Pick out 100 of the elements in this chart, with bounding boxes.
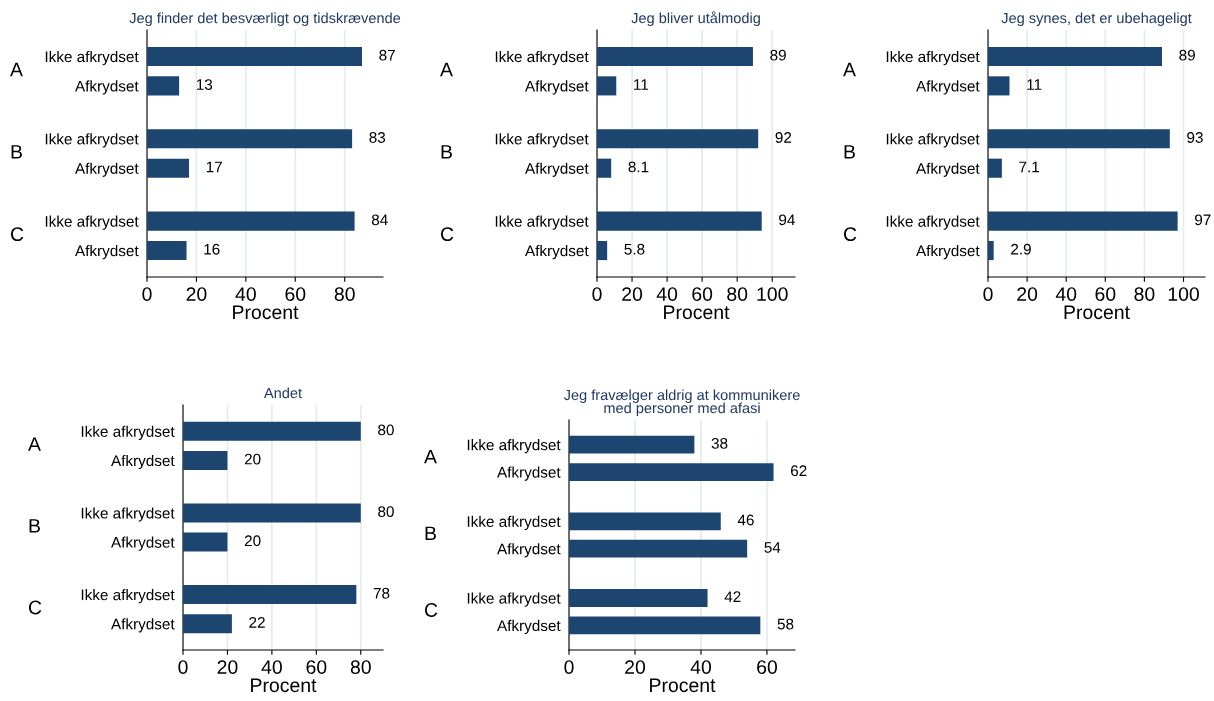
y-tick-label: Ikke afkrydset (467, 592, 561, 607)
data-label: 80 (378, 506, 394, 518)
x-axis-title: Procent (1064, 305, 1130, 320)
text: A (28, 437, 41, 451)
y-tick-label: Afkrydset (75, 80, 139, 95)
data-label: 22 (249, 617, 265, 628)
x-tick-label: 0 (983, 287, 993, 301)
data-label: 92 (775, 132, 792, 143)
data-label: 80 (378, 424, 394, 436)
x-tick-label: 40 (261, 660, 282, 674)
data-label: 97 (1195, 214, 1211, 226)
x-tick-label: 80 (334, 287, 355, 301)
x-axis-title: Procent (233, 305, 299, 320)
y-tick-label: Afkrydset (525, 245, 589, 260)
y-tick-label: Afkrydset (916, 245, 980, 260)
x-tick-label: 40 (1055, 287, 1077, 301)
text: A (440, 62, 453, 77)
y-tick-label: Afkrydset (916, 80, 980, 95)
y-tick-label: Ikke afkrydset (886, 133, 980, 148)
x-axis-title: Procent (251, 678, 317, 693)
y-tick-label: Ikke afkrydset (45, 50, 139, 66)
y-tick-label: Afkrydset (497, 466, 561, 481)
text: A (10, 62, 23, 77)
y-tick-label: Ikke afkrydset (886, 50, 980, 66)
y-tick-label: Afkrydset (497, 619, 561, 635)
data-label: 46 (737, 514, 754, 526)
x-tick-label: 40 (235, 287, 256, 301)
data-label: 5.8 (624, 243, 645, 255)
data-label: 13 (196, 79, 213, 90)
y-tick-label: Ikke afkrydset (81, 425, 175, 440)
text: B (441, 145, 452, 159)
x-tick-label: 60 (1095, 287, 1116, 301)
data-label: 78 (373, 587, 390, 599)
y-tick-label: Afkrydset (111, 536, 175, 551)
chart-title: Jeg fravælger aldrig at kommunikere med personer med afasi (563, 389, 800, 417)
y-tick-label: Afkrydset (916, 162, 980, 177)
data-label: 94 (779, 214, 795, 226)
y-tick-label: Afkrydset (75, 162, 139, 177)
chart-title: Andet (263, 387, 302, 399)
x-tick-label: 20 (1017, 287, 1038, 301)
y-tick-label: Ikke afkrydset (81, 507, 175, 522)
data-label: 2.9 (1011, 243, 1031, 255)
x-tick-label: 0 (142, 287, 152, 301)
x-tick-label: 20 (625, 660, 646, 674)
x-tick-label: 20 (217, 660, 238, 674)
y-tick-label: Ikke afkrydset (45, 215, 139, 230)
x-axis-title: Procent (650, 678, 716, 693)
chart-title: Jeg synes, det er ubehageligt (1001, 12, 1192, 27)
y-tick-label: Ikke afkrydset (495, 133, 589, 148)
text: A (843, 62, 856, 77)
text: B (844, 145, 855, 159)
data-label: 8.1 (628, 161, 649, 173)
data-label: 62 (791, 465, 807, 477)
x-tick-label: 60 (757, 660, 778, 674)
x-tick-label: 20 (622, 287, 643, 301)
text: B (29, 519, 40, 533)
text: A (424, 449, 437, 464)
y-tick-label: Afkrydset (111, 618, 175, 633)
data-label: 83 (369, 132, 386, 143)
text: C (10, 227, 24, 242)
data-label: 58 (777, 618, 794, 630)
y-tick-label: Ikke afkrydset (467, 515, 561, 531)
y-tick-label: Afkrydset (525, 162, 589, 177)
y-tick-label: Ikke afkrydset (495, 50, 589, 66)
data-label: 93 (1187, 132, 1203, 143)
data-label: 7.1 (1019, 161, 1040, 173)
x-tick-label: 80 (350, 660, 371, 674)
y-tick-label: Afkrydset (525, 80, 589, 95)
text: C (424, 603, 438, 617)
x-tick-label: 80 (1134, 287, 1155, 301)
data-label: 11 (1027, 79, 1042, 90)
text: B (425, 526, 436, 541)
text: B (11, 145, 22, 159)
x-tick-label: 40 (656, 287, 678, 301)
y-tick-label: Ikke afkrydset (45, 133, 139, 148)
chart-title: Jeg bliver utålmodig (631, 11, 760, 27)
text: C (28, 600, 42, 615)
x-tick-label: 40 (690, 660, 712, 674)
chart-title: Jeg finder det besværligt og tidskrævende (129, 12, 401, 27)
x-tick-label: 0 (564, 660, 574, 674)
data-label: 11 (634, 79, 649, 90)
x-axis-title: Procent (664, 305, 730, 320)
data-label: 42 (724, 591, 741, 602)
text: C (843, 227, 857, 242)
data-label: 87 (379, 49, 395, 61)
data-label: 38 (711, 437, 728, 449)
x-tick-label: 60 (285, 287, 306, 301)
y-tick-label: Ikke afkrydset (495, 215, 589, 230)
x-tick-label: 60 (306, 660, 327, 674)
x-tick-label: 20 (186, 287, 207, 301)
data-label: 89 (770, 49, 786, 61)
y-tick-label: Ikke afkrydset (467, 439, 561, 454)
y-tick-label: Afkrydset (75, 245, 139, 260)
data-label: 16 (204, 243, 220, 255)
y-tick-label: Afkrydset (111, 454, 175, 470)
data-label: 17 (206, 161, 222, 173)
data-label: 89 (1179, 49, 1195, 61)
data-label: 20 (244, 535, 261, 547)
x-tick-label: 0 (178, 660, 188, 674)
data-label: 84 (371, 214, 388, 226)
